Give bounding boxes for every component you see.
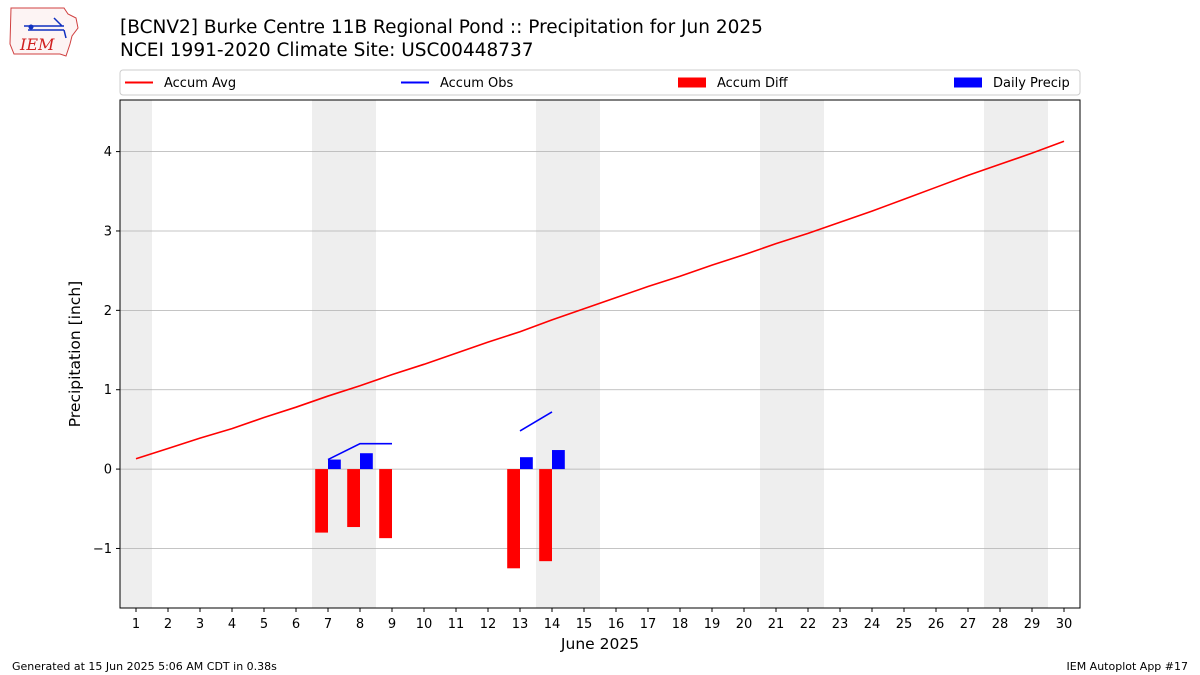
x-tick-label: 14 — [544, 617, 561, 632]
x-axis-label: June 2025 — [560, 635, 639, 653]
x-tick-label: 26 — [928, 617, 945, 632]
accum-obs-line — [327, 442, 392, 461]
svg-text:IEM: IEM — [19, 35, 55, 54]
y-tick-label: 3 — [104, 224, 112, 239]
x-tick-label: 23 — [832, 617, 849, 632]
x-tick-label: 7 — [324, 617, 332, 632]
plot-frame — [119, 99, 1081, 609]
x-tick-label: 2 — [164, 617, 172, 632]
accum-diff-bar — [507, 469, 520, 569]
legend-daily-precip-label: Daily Precip — [993, 76, 1070, 91]
weekend-band — [984, 100, 1048, 608]
weekend-band — [760, 100, 824, 608]
weekend-band — [120, 100, 152, 608]
x-tick-label: 25 — [896, 617, 913, 632]
x-tick-label: 9 — [388, 617, 396, 632]
y-tick-label: 1 — [104, 383, 112, 398]
daily-precip-bar — [328, 459, 341, 470]
chart-title: [BCNV2] Burke Centre 11B Regional Pond :… — [120, 17, 763, 38]
x-tick-label: 5 — [260, 617, 268, 632]
daily-precip-bar — [360, 453, 373, 470]
x-tick-label: 3 — [196, 617, 204, 632]
daily-precip-bar — [520, 457, 533, 470]
x-tick-label: 4 — [228, 617, 236, 632]
x-tick-label: 30 — [1056, 617, 1073, 632]
x-tick-label: 20 — [736, 617, 753, 632]
x-tick-label: 21 — [768, 617, 785, 632]
generated-footer: Generated at 15 Jun 2025 5:06 AM CDT in … — [12, 660, 277, 673]
legend-box — [119, 69, 1081, 96]
x-tick-label: 12 — [480, 617, 497, 632]
legend-accum-avg-label: Accum Avg — [164, 76, 236, 91]
x-tick-label: 27 — [960, 617, 977, 632]
x-tick-label: 11 — [448, 617, 465, 632]
app-footer: IEM Autoplot App #17 — [1066, 660, 1189, 673]
y-tick-label: 4 — [104, 145, 112, 160]
y-tick-label: −1 — [93, 542, 112, 557]
x-tick-label: 29 — [1024, 617, 1041, 632]
x-tick-label: 6 — [292, 617, 300, 632]
x-tick-label: 17 — [640, 617, 657, 632]
legend-accum-diff-swatch — [678, 77, 706, 88]
y-tick-label: 2 — [104, 304, 112, 319]
daily-precip-bar — [552, 450, 565, 470]
x-tick-label: 24 — [864, 617, 881, 632]
accum-avg-line — [135, 140, 1065, 460]
x-tick-label: 28 — [992, 617, 1009, 632]
x-tick-label: 8 — [356, 617, 364, 632]
x-tick-label: 1 — [132, 617, 140, 632]
accum-diff-bar — [315, 469, 328, 533]
x-tick-label: 13 — [512, 617, 529, 632]
x-tick-label: 16 — [608, 617, 625, 632]
legend-accum-diff-label: Accum Diff — [717, 76, 789, 91]
chart-subtitle: NCEI 1991-2020 Climate Site: USC00448737 — [120, 40, 534, 61]
accum-diff-bar — [379, 469, 392, 539]
x-tick-label: 15 — [576, 617, 593, 632]
x-tick-label: 22 — [800, 617, 817, 632]
y-axis-label: Precipitation [inch] — [66, 281, 84, 427]
iem-logo: IEM — [6, 4, 82, 64]
accum-diff-bar — [539, 469, 552, 562]
x-tick-label: 19 — [704, 617, 721, 632]
legend-daily-precip-swatch — [954, 77, 982, 88]
accum-obs-line — [519, 411, 553, 432]
x-tick-label: 10 — [416, 617, 433, 632]
y-tick-label: 0 — [104, 463, 112, 478]
legend-accum-obs-label: Accum Obs — [440, 76, 513, 91]
x-tick-label: 18 — [672, 617, 689, 632]
accum-diff-bar — [347, 469, 360, 528]
